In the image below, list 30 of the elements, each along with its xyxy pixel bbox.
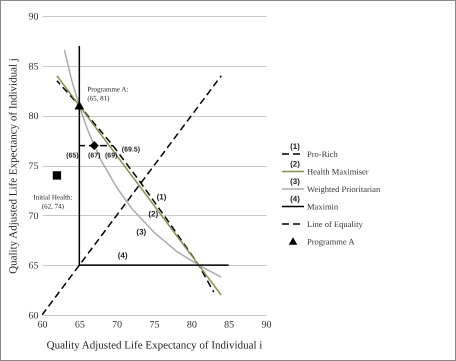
- legend-label: Pro-Rich: [307, 149, 338, 159]
- legend-label: Line of Equality: [307, 219, 364, 229]
- text: (2): [290, 160, 300, 168]
- y-tick-label: 70: [28, 210, 38, 222]
- legend-label: Health Maximiser: [307, 166, 369, 176]
- y-tick-label: 75: [28, 161, 38, 172]
- legend-label: Maximin: [307, 202, 339, 212]
- x-tick-label: 80: [186, 320, 197, 330]
- legend-label: Weighted Prioritarian: [307, 184, 381, 194]
- x-tick-label: 65: [74, 320, 85, 330]
- x-tick-label: 90: [262, 320, 272, 330]
- y-tick-label: 90: [28, 12, 38, 22]
- x-axis-title: Quality Adjusted Life Expectancy of Individual i: [46, 340, 262, 352]
- x-tick-label: 75: [150, 320, 160, 330]
- legend-label: Programme A: [307, 236, 356, 246]
- text: (4): [290, 194, 300, 204]
- y-tick-label: 60: [28, 310, 38, 322]
- x-tick-label: 85: [224, 320, 234, 330]
- x-tick-label: 60: [38, 320, 48, 330]
- annotation: (4): [118, 251, 128, 260]
- text: (3): [290, 177, 300, 186]
- y-tick-label: 80: [28, 111, 38, 122]
- y-tick-label: 85: [28, 61, 38, 72]
- y-axis-title: Quality Adjusted Life Expectancy of Individual j: [8, 58, 20, 274]
- y-tick-label: 65: [28, 260, 38, 272]
- text: (1): [290, 142, 300, 151]
- annotation: (3): [136, 227, 147, 236]
- annotation: (1): [156, 192, 167, 202]
- x-tick-label: 70: [112, 320, 122, 330]
- annotation: (2): [148, 209, 158, 218]
